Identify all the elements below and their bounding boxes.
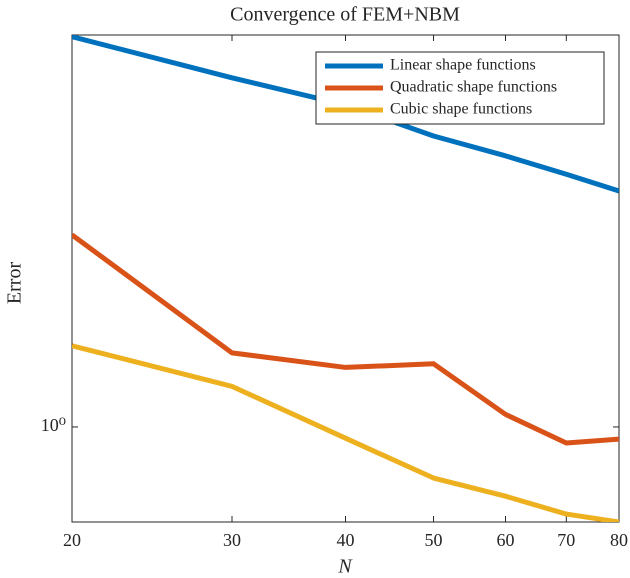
x-axis-label: N bbox=[337, 556, 353, 578]
chart-title: Convergence of FEM+NBM bbox=[230, 4, 460, 26]
legend-label: Quadratic shape functions bbox=[390, 79, 557, 96]
x-tick-label: 60 bbox=[496, 530, 514, 550]
x-tick-label: 30 bbox=[223, 530, 241, 550]
series-line bbox=[72, 343, 619, 522]
series-line bbox=[72, 35, 619, 194]
x-tick-label: 40 bbox=[337, 530, 355, 550]
legend-label: Linear shape functions bbox=[390, 57, 536, 74]
series-line bbox=[72, 232, 619, 446]
legend-label: Cubic shape functions bbox=[390, 101, 532, 118]
y-tick-label: 10⁰ bbox=[41, 415, 66, 435]
y-axis-label: Error bbox=[4, 262, 26, 305]
x-tick-label: 70 bbox=[557, 530, 575, 550]
x-tick-label: 20 bbox=[63, 530, 81, 550]
x-tick-label: 50 bbox=[425, 530, 443, 550]
x-tick-label: 80 bbox=[610, 530, 628, 550]
